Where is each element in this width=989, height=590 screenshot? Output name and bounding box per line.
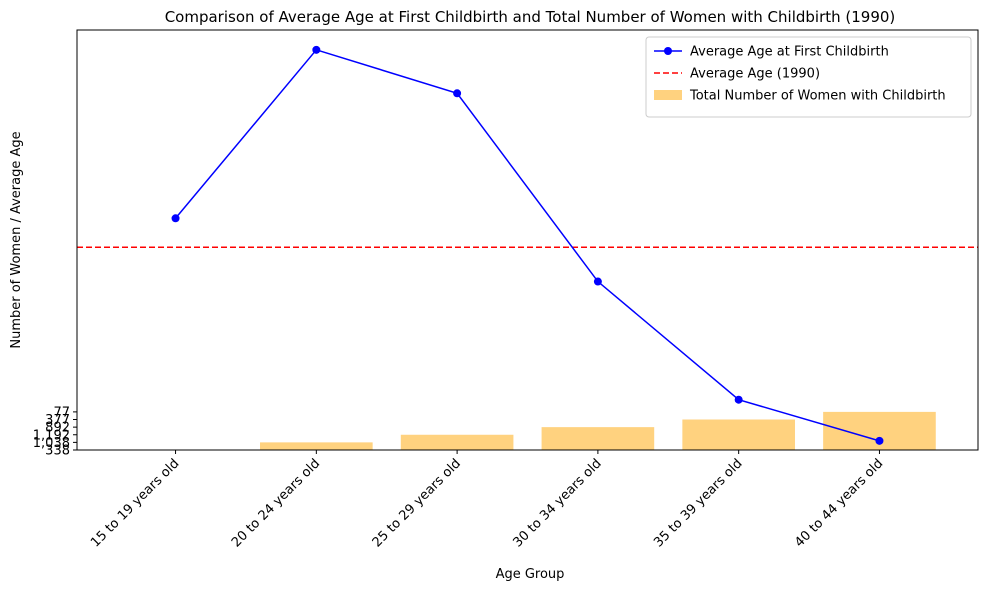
- x-tick-label: 30 to 34 years old: [510, 456, 604, 550]
- line-marker: [453, 89, 462, 98]
- x-tick-label: 15 to 19 years old: [88, 456, 182, 550]
- plot-frame: [76, 29, 979, 451]
- legend-label: Average Age at First Childbirth: [690, 45, 889, 60]
- y-tick-label: 377: [45, 413, 70, 428]
- line-marker: [734, 395, 743, 404]
- line: [174, 48, 880, 442]
- y-tick-label: 77: [53, 405, 70, 420]
- y-tick-label: 338: [45, 444, 70, 459]
- x-tick-label: 25 to 29 years old: [370, 456, 464, 550]
- bar: [541, 427, 655, 450]
- legend-label: Total Number of Women with Childbirth: [689, 89, 946, 104]
- bar: [400, 434, 514, 450]
- legend-marker: [664, 47, 672, 55]
- legend-box: [645, 36, 972, 118]
- x-tick-label: 35 to 39 years old: [651, 456, 745, 550]
- y-tick-label: 1,192: [33, 428, 70, 443]
- chart-title: Comparison of Average Age at First Child…: [165, 8, 896, 26]
- legend-label: Average Age (1990): [690, 67, 820, 82]
- y-tick-label: 1,038: [33, 436, 70, 451]
- bar: [260, 442, 373, 450]
- y-tick-label: 892: [45, 421, 70, 436]
- x-tick-label: 40 to 44 years old: [792, 456, 886, 550]
- x-tick-label: 20 to 24 years old: [229, 456, 323, 550]
- x-axis-title: Age Group: [496, 567, 565, 582]
- bar: [682, 419, 795, 450]
- line-marker: [312, 45, 321, 54]
- line-marker: [171, 214, 180, 223]
- line-marker: [875, 436, 884, 445]
- line-marker: [593, 277, 602, 286]
- y-axis-title: Number of Women / Average Age: [9, 131, 24, 348]
- legend-patch: [654, 90, 682, 100]
